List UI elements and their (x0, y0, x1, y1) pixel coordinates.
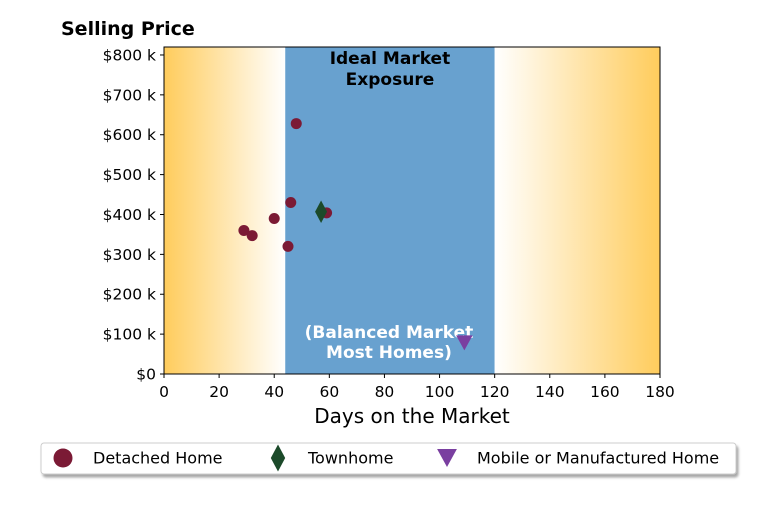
y-tick-label: $400 k (103, 206, 156, 224)
legend-label: Townhome (307, 449, 393, 468)
x-tick-label: 160 (590, 383, 620, 401)
legend-marker (270, 444, 286, 472)
x-tick-label: 60 (319, 383, 339, 401)
data-point (456, 335, 473, 351)
data-point (238, 224, 250, 236)
plot-frame (163, 46, 661, 375)
x-tick-label: 120 (480, 383, 510, 401)
data-point (285, 197, 297, 209)
y-tick-label: $200 k (103, 286, 156, 304)
x-tick-label: 40 (264, 383, 284, 401)
legend-label: Detached Home (93, 449, 223, 468)
ideal-zone-label: Ideal Market (330, 49, 451, 69)
data-point (290, 118, 302, 130)
y-tick-label: $0 (136, 366, 156, 384)
y-tick-label: $800 k (103, 46, 156, 64)
x-axis-label: Days on the Market (314, 404, 510, 428)
x-tick-label: 20 (209, 383, 229, 401)
y-tick-label: $300 k (103, 246, 156, 264)
x-tick-label: 0 (159, 383, 169, 401)
x-tick-label: 140 (535, 383, 565, 401)
data-point (268, 212, 280, 224)
y-axis: $0 $100 k $200 k $300 k $400 k $500 k $600 k $7… (103, 46, 164, 384)
y-tick-label: $600 k (103, 126, 156, 144)
data-point (315, 200, 328, 223)
legend-items: Detached Home Townhome Mobile or Manufactu… (53, 444, 719, 472)
balanced-zone-label: Most Homes) (326, 343, 452, 363)
data-point (246, 230, 258, 242)
y-tick-label: $100 k (103, 326, 156, 344)
gradient-zone-left (164, 47, 286, 374)
x-tick-label: 180 (645, 383, 675, 401)
x-tick-label: 80 (375, 383, 395, 401)
legend-marker (437, 449, 457, 467)
y-tick-label: $700 k (103, 86, 156, 104)
legend-frame (40, 442, 737, 475)
legend: Detached Home Townhome Mobile or Manufactu… (40, 442, 737, 475)
y-tick-label: $500 k (103, 166, 156, 184)
x-axis: 0 20 40 60 80 100 120 140 160 180 (159, 374, 675, 401)
balanced-zone-label: (Balanced Market (305, 323, 474, 343)
data-points (238, 118, 473, 351)
chart-title: Selling Price (61, 18, 195, 40)
gradient-zone-right (494, 47, 660, 374)
legend-label: Mobile or Manufactured Home (477, 449, 719, 468)
legend-marker (53, 448, 73, 468)
x-tick-label: 100 (425, 383, 455, 401)
data-point (282, 240, 294, 252)
ideal-zone-label: Exposure (346, 70, 435, 90)
